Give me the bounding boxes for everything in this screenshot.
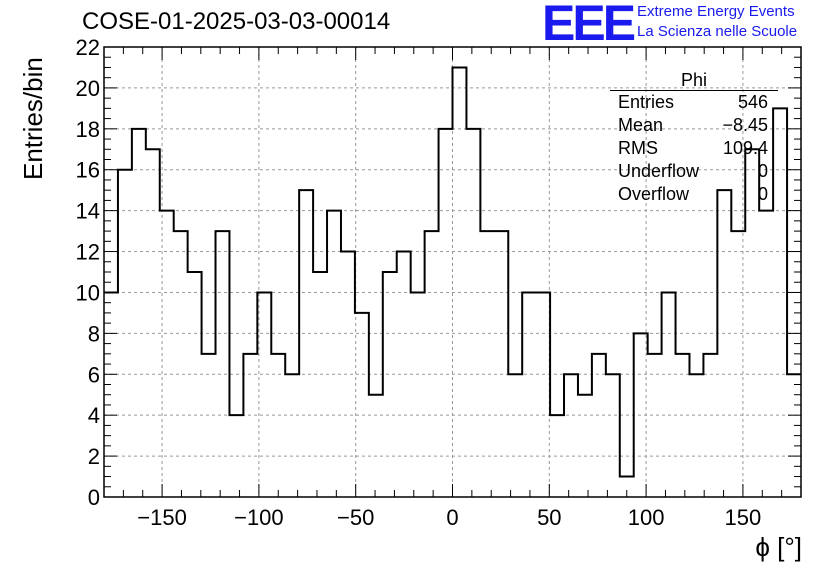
histogram-bin bbox=[397, 252, 411, 497]
histogram-bin bbox=[564, 374, 578, 497]
histogram-series bbox=[104, 66, 801, 497]
x-tick-label: 150 bbox=[725, 505, 762, 530]
histogram-bin bbox=[508, 374, 522, 497]
histogram-bin bbox=[341, 252, 355, 497]
histogram-bin bbox=[578, 395, 592, 497]
stats-box: Phi Entries 546 Mean −8.45 RMS 109.4 Und… bbox=[610, 70, 778, 206]
histogram-bin bbox=[453, 67, 467, 497]
axis-ticks bbox=[104, 46, 801, 498]
histogram-bin bbox=[188, 272, 202, 497]
histogram-bin bbox=[243, 354, 257, 497]
histogram-bin bbox=[731, 231, 745, 497]
histogram-bin bbox=[174, 231, 188, 497]
stats-value: 0 bbox=[757, 184, 768, 204]
histogram-bin bbox=[676, 354, 690, 497]
chart-title: COSE-01-2025-03-03-00014 bbox=[82, 8, 391, 35]
histogram-bin bbox=[271, 354, 285, 497]
histogram-bin bbox=[313, 272, 327, 497]
histogram-bin bbox=[703, 354, 717, 497]
histogram-bin bbox=[285, 374, 299, 497]
histogram-bin bbox=[425, 231, 439, 497]
histogram-bin bbox=[383, 272, 397, 497]
x-tick-label: 50 bbox=[537, 505, 561, 530]
histogram-bin bbox=[216, 231, 230, 497]
x-tick-label: −100 bbox=[234, 505, 284, 530]
histogram-bin bbox=[327, 211, 341, 497]
histogram-bin bbox=[536, 292, 550, 497]
stats-row-overflow: Overflow 0 bbox=[610, 183, 778, 206]
stats-label: Underflow bbox=[618, 161, 700, 181]
histogram-bin bbox=[202, 354, 216, 497]
histogram-bin bbox=[550, 415, 564, 497]
eee-logo: EEE bbox=[542, 0, 636, 51]
stats-label: Entries bbox=[618, 92, 675, 112]
axis-tick-labels: −150 −100 −50 0 50 100 150 0 2 4 6 8 10 12 14 16 18 20 22 bbox=[76, 35, 762, 530]
x-tick-label: 100 bbox=[628, 505, 665, 530]
stats-title: Phi bbox=[610, 70, 778, 91]
histogram-line bbox=[104, 66, 801, 478]
histogram-bin bbox=[522, 292, 536, 497]
histogram-bin bbox=[229, 415, 243, 497]
histogram-bin bbox=[689, 374, 703, 497]
histogram-bin bbox=[662, 292, 676, 497]
logo-line-1: Extreme Energy Events bbox=[637, 3, 795, 20]
histogram-bin bbox=[118, 170, 132, 497]
histogram-bin bbox=[299, 190, 313, 497]
logo-line-2: La Scienza nelle Scuole bbox=[637, 23, 798, 40]
y-tick-label: 20 bbox=[76, 76, 100, 101]
stats-row-mean: Mean −8.45 bbox=[610, 114, 778, 137]
stats-row-rms: RMS 109.4 bbox=[610, 137, 778, 160]
y-tick-label: 18 bbox=[76, 117, 100, 142]
histogram-bin bbox=[439, 129, 453, 497]
histogram-bin bbox=[257, 292, 271, 497]
y-tick-label: 0 bbox=[88, 485, 100, 510]
histogram-bin bbox=[592, 354, 606, 497]
stats-value: −8.45 bbox=[722, 115, 768, 135]
y-tick-label: 8 bbox=[88, 321, 100, 346]
stats-value: 109.4 bbox=[722, 138, 768, 158]
histogram-bin bbox=[606, 374, 620, 497]
histogram-bin bbox=[480, 231, 494, 497]
stats-label: Mean bbox=[618, 115, 664, 135]
histogram-bin bbox=[466, 129, 480, 497]
histogram-bin bbox=[160, 211, 174, 497]
x-tick-label: 0 bbox=[446, 505, 458, 530]
stats-value: 546 bbox=[737, 92, 768, 112]
stats-label: RMS bbox=[618, 138, 658, 158]
histogram-bin bbox=[411, 292, 425, 497]
x-tick-label: −150 bbox=[137, 505, 187, 530]
y-tick-label: 6 bbox=[88, 362, 100, 387]
x-tick-label: −50 bbox=[337, 505, 374, 530]
y-tick-label: 14 bbox=[76, 199, 100, 224]
histogram-bin bbox=[355, 313, 369, 497]
histogram-bin bbox=[717, 190, 731, 497]
stats-row-entries: Entries 546 bbox=[610, 91, 778, 114]
y-axis-label: Entries/bin bbox=[18, 57, 48, 180]
histogram-bin bbox=[494, 231, 508, 497]
y-tick-label: 2 bbox=[88, 444, 100, 469]
y-tick-label: 10 bbox=[76, 280, 100, 305]
histogram-bin bbox=[132, 129, 146, 497]
histogram-bin bbox=[634, 333, 648, 497]
stats-row-underflow: Underflow 0 bbox=[610, 160, 778, 183]
y-tick-label: 12 bbox=[76, 240, 100, 265]
x-axis-label: ϕ [°] bbox=[755, 532, 802, 562]
stats-value: 0 bbox=[757, 161, 768, 181]
histogram-bin bbox=[146, 149, 160, 497]
y-tick-label: 22 bbox=[76, 35, 100, 60]
histogram-bin bbox=[648, 354, 662, 497]
histogram-bin bbox=[369, 395, 383, 497]
stats-label: Overflow bbox=[618, 184, 690, 204]
y-tick-label: 16 bbox=[76, 158, 100, 183]
histogram-bin bbox=[759, 211, 773, 497]
y-tick-label: 4 bbox=[88, 403, 100, 428]
